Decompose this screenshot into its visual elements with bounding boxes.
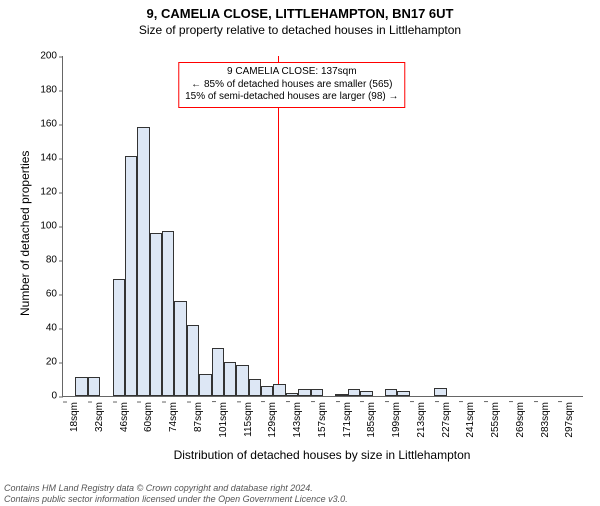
histogram-bar xyxy=(249,379,261,396)
x-tick: 18sqm xyxy=(69,402,80,432)
x-tick: 213sqm xyxy=(416,402,427,438)
histogram-bar xyxy=(348,389,360,396)
x-tick: 227sqm xyxy=(441,402,452,438)
y-tick: 60 xyxy=(46,289,63,300)
histogram-bar xyxy=(174,301,186,396)
x-tick: 115sqm xyxy=(243,402,254,437)
x-tick: 283sqm xyxy=(540,402,551,438)
histogram-bar xyxy=(298,389,310,396)
histogram-bar xyxy=(286,393,298,396)
histogram-bar xyxy=(75,377,87,396)
histogram-bar xyxy=(397,391,409,396)
x-axis-label: Distribution of detached houses by size … xyxy=(62,448,582,462)
x-tick: 101sqm xyxy=(218,402,229,438)
y-tick: 160 xyxy=(40,119,63,130)
x-tick: 199sqm xyxy=(391,402,402,438)
histogram-bar xyxy=(434,388,446,397)
x-tick: 60sqm xyxy=(143,402,154,432)
x-tick: 241sqm xyxy=(465,402,476,438)
y-tick: 100 xyxy=(40,221,63,232)
x-tick: 171sqm xyxy=(342,402,353,438)
histogram-bar xyxy=(150,233,162,396)
x-tick: 255sqm xyxy=(490,402,501,438)
histogram-bar xyxy=(113,279,125,396)
histogram-bar xyxy=(137,127,149,396)
x-tick: 129sqm xyxy=(267,402,278,438)
footer-line2: Contains public sector information licen… xyxy=(4,494,348,504)
histogram-bar xyxy=(311,389,323,396)
x-tick: 269sqm xyxy=(515,402,526,438)
x-tick: 297sqm xyxy=(564,402,575,438)
x-tick: 157sqm xyxy=(317,402,328,438)
histogram-plot: 9 CAMELIA CLOSE: 137sqm ← 85% of detache… xyxy=(62,56,583,397)
histogram-bar xyxy=(224,362,236,396)
histogram-bar xyxy=(125,156,137,396)
histogram-bar xyxy=(187,325,199,396)
x-tick: 46sqm xyxy=(119,402,130,432)
chart-subtitle: Size of property relative to detached ho… xyxy=(0,23,600,37)
y-tick: 40 xyxy=(46,323,63,334)
histogram-bar xyxy=(273,384,285,396)
histogram-bar xyxy=(261,386,273,396)
histogram-bar xyxy=(88,377,100,396)
histogram-bar xyxy=(360,391,372,396)
y-tick: 0 xyxy=(51,391,63,402)
annotation-line3: 15% of semi-detached houses are larger (… xyxy=(185,91,398,104)
histogram-bar xyxy=(335,394,347,396)
histogram-bar xyxy=(236,365,248,396)
x-tick: 87sqm xyxy=(193,402,204,432)
histogram-bar xyxy=(162,231,174,396)
annotation-line1: 9 CAMELIA CLOSE: 137sqm xyxy=(185,66,398,79)
footer-attribution: Contains HM Land Registry data © Crown c… xyxy=(4,483,348,504)
chart-title-address: 9, CAMELIA CLOSE, LITTLEHAMPTON, BN17 6U… xyxy=(0,6,600,21)
footer-line1: Contains HM Land Registry data © Crown c… xyxy=(4,483,348,493)
histogram-bar xyxy=(199,374,211,396)
y-tick: 80 xyxy=(46,255,63,266)
y-axis-label: Number of detached properties xyxy=(18,151,32,316)
y-tick: 180 xyxy=(40,85,63,96)
x-tick: 185sqm xyxy=(366,402,377,438)
y-tick: 120 xyxy=(40,187,63,198)
annotation-line2: ← 85% of detached houses are smaller (56… xyxy=(185,79,398,92)
x-tick: 143sqm xyxy=(292,402,303,438)
annotation-box: 9 CAMELIA CLOSE: 137sqm ← 85% of detache… xyxy=(178,62,405,108)
x-tick: 32sqm xyxy=(94,402,105,432)
y-tick: 20 xyxy=(46,357,63,368)
histogram-bar xyxy=(385,389,397,396)
x-tick: 74sqm xyxy=(168,402,179,432)
y-tick: 140 xyxy=(40,153,63,164)
y-tick: 200 xyxy=(40,51,63,62)
histogram-bar xyxy=(212,348,224,396)
